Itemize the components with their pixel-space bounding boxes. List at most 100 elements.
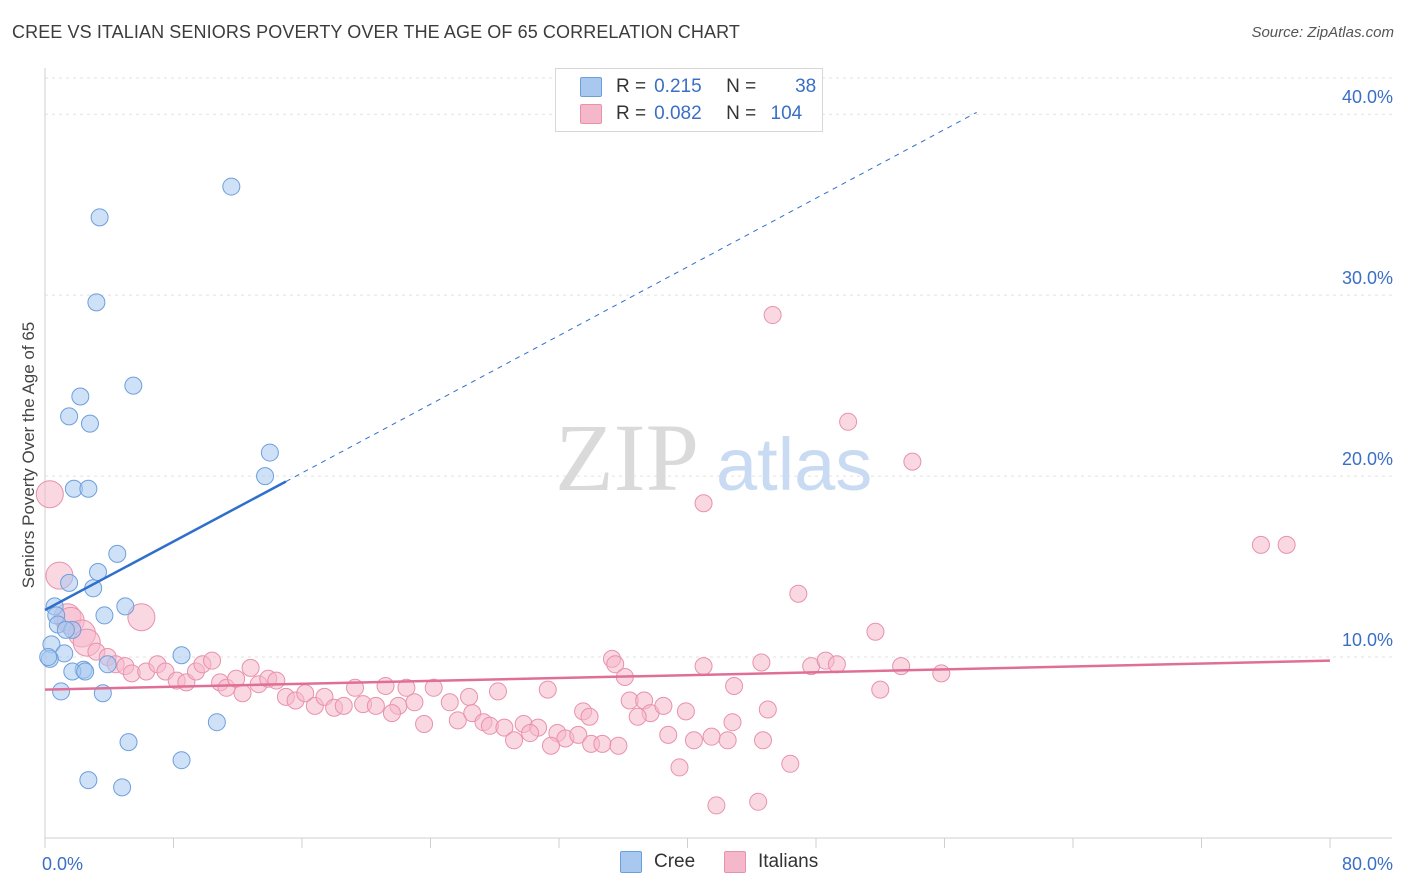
data-point <box>1251 535 1270 554</box>
data-point <box>694 657 713 676</box>
data-point <box>95 606 114 625</box>
cree-swatch <box>620 851 642 873</box>
data-point <box>628 707 647 726</box>
cree-trend-line <box>44 480 287 612</box>
chart-title: CREE VS ITALIAN SENIORS POVERTY OVER THE… <box>12 22 740 42</box>
watermark-zip: ZIP <box>555 404 699 511</box>
data-point <box>60 407 79 426</box>
data-point <box>903 452 922 471</box>
data-point <box>256 467 275 486</box>
grid-layer <box>45 77 1392 658</box>
legend-label-cree: Cree <box>654 851 696 872</box>
data-point <box>488 682 507 701</box>
data-point <box>723 713 742 732</box>
data-point <box>397 678 416 697</box>
data-point <box>71 387 90 406</box>
data-point <box>460 687 479 706</box>
data-point <box>56 620 75 639</box>
data-point <box>789 584 808 603</box>
data-point <box>871 680 890 699</box>
italians-points <box>35 306 1296 815</box>
legend-row-cree: R = 0.215 N = 38 <box>580 74 816 100</box>
data-point <box>694 494 713 513</box>
r-label: R = <box>616 76 647 97</box>
data-point <box>334 696 353 715</box>
data-point <box>892 657 911 676</box>
data-point <box>609 736 628 755</box>
data-point <box>495 718 514 737</box>
italians-trend-line <box>44 659 1331 691</box>
x-tick-label: 0.0% <box>42 854 83 874</box>
axis-labels: 10.0% 20.0% 30.0% 40.0% 0.0% 80.0% Seniors Pov… <box>19 87 1393 874</box>
data-point <box>424 678 443 697</box>
data-point <box>405 693 424 712</box>
data-point <box>76 662 95 681</box>
data-point <box>580 707 599 726</box>
legend-item-italians: Italians <box>724 851 818 873</box>
data-point <box>35 480 64 509</box>
data-point <box>839 412 858 431</box>
data-point <box>932 664 951 683</box>
data-point <box>172 751 191 770</box>
trend-lines <box>44 111 1331 691</box>
data-point <box>753 731 772 750</box>
data-point <box>116 597 135 616</box>
y-tick-label: 30.0% <box>1342 268 1393 288</box>
watermark-atlas: atlas <box>716 423 872 506</box>
n-label: N = <box>726 103 757 124</box>
data-point <box>415 715 434 733</box>
data-point <box>521 724 540 743</box>
cree-trend-extension <box>285 111 977 482</box>
data-point <box>448 711 467 730</box>
italians-swatch <box>724 851 746 873</box>
data-point <box>654 696 673 715</box>
data-point <box>207 713 226 732</box>
data-point <box>659 725 678 744</box>
data-point <box>108 544 127 563</box>
data-point <box>172 646 191 665</box>
data-point <box>781 754 800 773</box>
data-point <box>376 677 395 695</box>
y-tick-label: 10.0% <box>1342 630 1393 650</box>
data-point <box>127 603 156 632</box>
data-point <box>52 682 71 701</box>
n-value: 38 <box>795 76 817 97</box>
r-value: 0.082 <box>654 103 702 124</box>
data-point <box>366 696 385 715</box>
data-point <box>725 677 744 695</box>
data-point <box>241 658 260 677</box>
data-point <box>113 778 132 797</box>
data-point <box>541 736 560 755</box>
data-point <box>79 479 98 498</box>
stats-legend: R = 0.215 N = 38 R = 0.082 N = 104 <box>555 68 823 132</box>
data-point <box>267 671 286 690</box>
data-point <box>1277 535 1296 554</box>
data-point <box>505 731 524 750</box>
data-point <box>752 653 771 672</box>
y-tick-label: 40.0% <box>1342 87 1393 107</box>
watermark: ZIP atlas <box>555 404 872 511</box>
data-point <box>707 796 726 815</box>
data-point <box>382 704 401 723</box>
y-axis-title: Seniors Poverty Over the Age of 65 <box>19 322 38 588</box>
legend-item-cree: Cree <box>620 851 695 873</box>
data-point <box>87 293 106 312</box>
data-point <box>124 376 143 395</box>
legend-row-italians: R = 0.082 N = 104 <box>580 101 802 127</box>
n-label: N = <box>726 76 757 97</box>
data-point <box>827 655 846 674</box>
cree-points <box>39 177 279 797</box>
source-label: Source: ZipAtlas.com <box>1251 24 1394 41</box>
data-point <box>440 693 459 712</box>
data-point <box>260 443 279 462</box>
data-point <box>233 684 252 703</box>
data-point <box>749 792 768 811</box>
data-point <box>119 733 138 752</box>
data-point <box>702 727 721 746</box>
r-label: R = <box>616 103 647 124</box>
data-point <box>90 208 109 227</box>
data-point <box>79 771 98 790</box>
data-point <box>222 177 241 196</box>
data-point <box>670 758 689 777</box>
